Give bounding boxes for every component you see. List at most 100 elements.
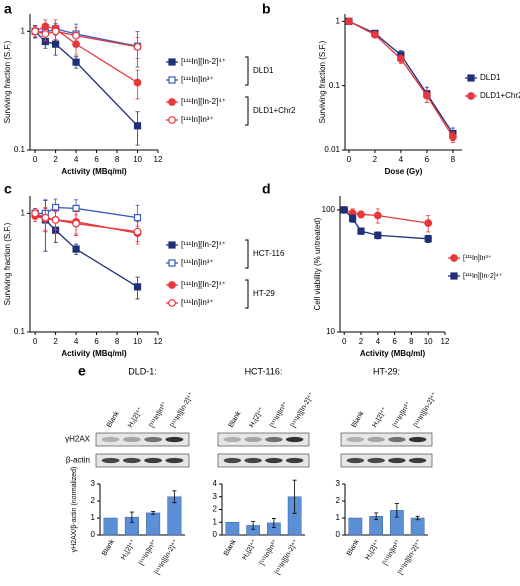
x-tick-label: 0	[342, 337, 347, 346]
data-point	[133, 78, 142, 87]
column-label: [¹¹¹In]In³⁺	[148, 400, 169, 429]
data-point	[72, 219, 80, 228]
legend-group-label: DLD1+Chr2	[253, 106, 296, 115]
legend-label: [¹¹¹In][In-2]⁴⁺	[463, 273, 503, 280]
x-tick-label: 2	[373, 155, 378, 164]
column-label: [¹¹¹In][In-2]⁴⁺	[170, 391, 196, 429]
blot-band	[165, 436, 184, 443]
legend-label: [¹¹¹In]In³⁺	[181, 75, 214, 84]
x-tick-label: 12	[154, 155, 163, 164]
x-tick-label: 0	[347, 155, 352, 164]
data-point	[374, 231, 382, 239]
error-bar	[151, 511, 156, 515]
x-tick-label: 8	[115, 155, 120, 164]
x-tick-label: 8	[115, 337, 120, 346]
blot-band	[244, 457, 262, 464]
blot-band	[265, 436, 283, 443]
x-axis-label: Activity (MBq/ml)	[360, 349, 426, 358]
x-tick-label: 8	[451, 155, 456, 164]
y-tick-label: 0	[213, 530, 218, 539]
data-point	[133, 42, 142, 51]
data-point	[133, 283, 142, 291]
x-tick-label: H₂[2]⁴⁺	[364, 538, 381, 561]
x-tick-label: 2	[53, 337, 58, 346]
legend-marker	[168, 259, 176, 267]
legend-bracket	[245, 56, 249, 86]
x-tick-label: 4	[74, 337, 79, 346]
x-tick-label: Blank	[346, 538, 361, 557]
blot	[340, 432, 433, 447]
blot-band	[265, 457, 283, 464]
blot-band	[367, 457, 385, 464]
data-point	[72, 245, 80, 253]
data-point	[423, 91, 431, 100]
x-tick-label: [¹¹¹In][In-2]⁴⁺	[154, 538, 180, 576]
column-label: H₂[2]⁴⁺	[371, 406, 388, 429]
legend-label: DLD1	[480, 73, 501, 82]
error-bar	[292, 479, 297, 514]
data-point	[424, 235, 432, 243]
legend-group-label: HT-29	[253, 289, 275, 298]
blot-label: γH2AX	[65, 435, 91, 444]
legend-bracket	[245, 96, 249, 126]
error-bar	[129, 511, 134, 523]
y-tick-label: 4	[213, 479, 218, 488]
data-point	[31, 209, 40, 218]
blot-band	[122, 436, 141, 443]
legend-marker	[467, 92, 475, 100]
legend-marker	[168, 116, 176, 124]
series-line	[35, 206, 138, 219]
data-point	[51, 40, 60, 48]
error-bar	[271, 518, 276, 528]
x-tick-label: 6	[94, 155, 99, 164]
blot-band	[388, 436, 406, 443]
x-tick-label: Blank	[223, 538, 238, 557]
x-tick-label: [¹¹¹In]In³⁺	[138, 538, 159, 567]
x-tick-label: 6	[94, 337, 99, 346]
y-tick-label: 0.1	[329, 81, 341, 90]
panel-letter: d	[262, 181, 271, 197]
y-tick-label: 3	[213, 492, 218, 501]
bar	[103, 517, 118, 536]
x-tick-label: 4	[74, 155, 79, 164]
column-label: Blank	[106, 410, 121, 429]
series-line	[343, 209, 429, 224]
data-point	[424, 219, 433, 227]
error-bar	[415, 515, 420, 521]
blot-band	[144, 457, 163, 464]
y-tick-label: 1	[336, 16, 341, 25]
panel-letter: e	[78, 363, 86, 379]
bar	[146, 512, 161, 536]
legend-marker	[168, 281, 176, 289]
blot	[95, 432, 190, 447]
blot-band	[122, 457, 141, 464]
x-tick-label: 6	[425, 155, 430, 164]
data-point	[31, 27, 40, 36]
legend-label: [¹¹¹In]In³⁺	[181, 115, 214, 124]
legend-label: [¹¹¹In]In³⁺	[181, 258, 214, 267]
data-point	[72, 31, 80, 40]
x-tick-label: H₂[2]⁴⁺	[241, 538, 258, 561]
data-point	[373, 211, 382, 220]
series-line	[34, 212, 138, 233]
bar	[410, 517, 425, 536]
x-tick-label: 0	[33, 155, 38, 164]
blot-band	[346, 457, 365, 464]
data-point	[349, 214, 357, 223]
y-tick-label: 2	[336, 496, 341, 505]
y-axis-label: Cell viability (% untreated)	[313, 217, 322, 310]
legend-group-label: HCT-116	[253, 249, 285, 258]
blot-label: β-actin	[66, 456, 90, 465]
blot-band	[223, 457, 242, 464]
series-line	[348, 20, 454, 138]
panel-letter: a	[4, 1, 12, 17]
legend-label: [¹¹¹In][In-2]⁴⁺	[181, 280, 226, 289]
legend-label: DLD1+Chr2	[480, 91, 520, 100]
blot-band	[165, 457, 184, 464]
y-axis-label: Surviving fraction (S.F.)	[318, 40, 327, 123]
y-tick-label: 0.1	[14, 327, 26, 336]
panel-title: HT-29:	[373, 366, 400, 376]
data-point	[51, 27, 60, 36]
error-bar	[251, 521, 256, 530]
x-tick-label: H₂[2]⁴⁺	[120, 538, 137, 561]
